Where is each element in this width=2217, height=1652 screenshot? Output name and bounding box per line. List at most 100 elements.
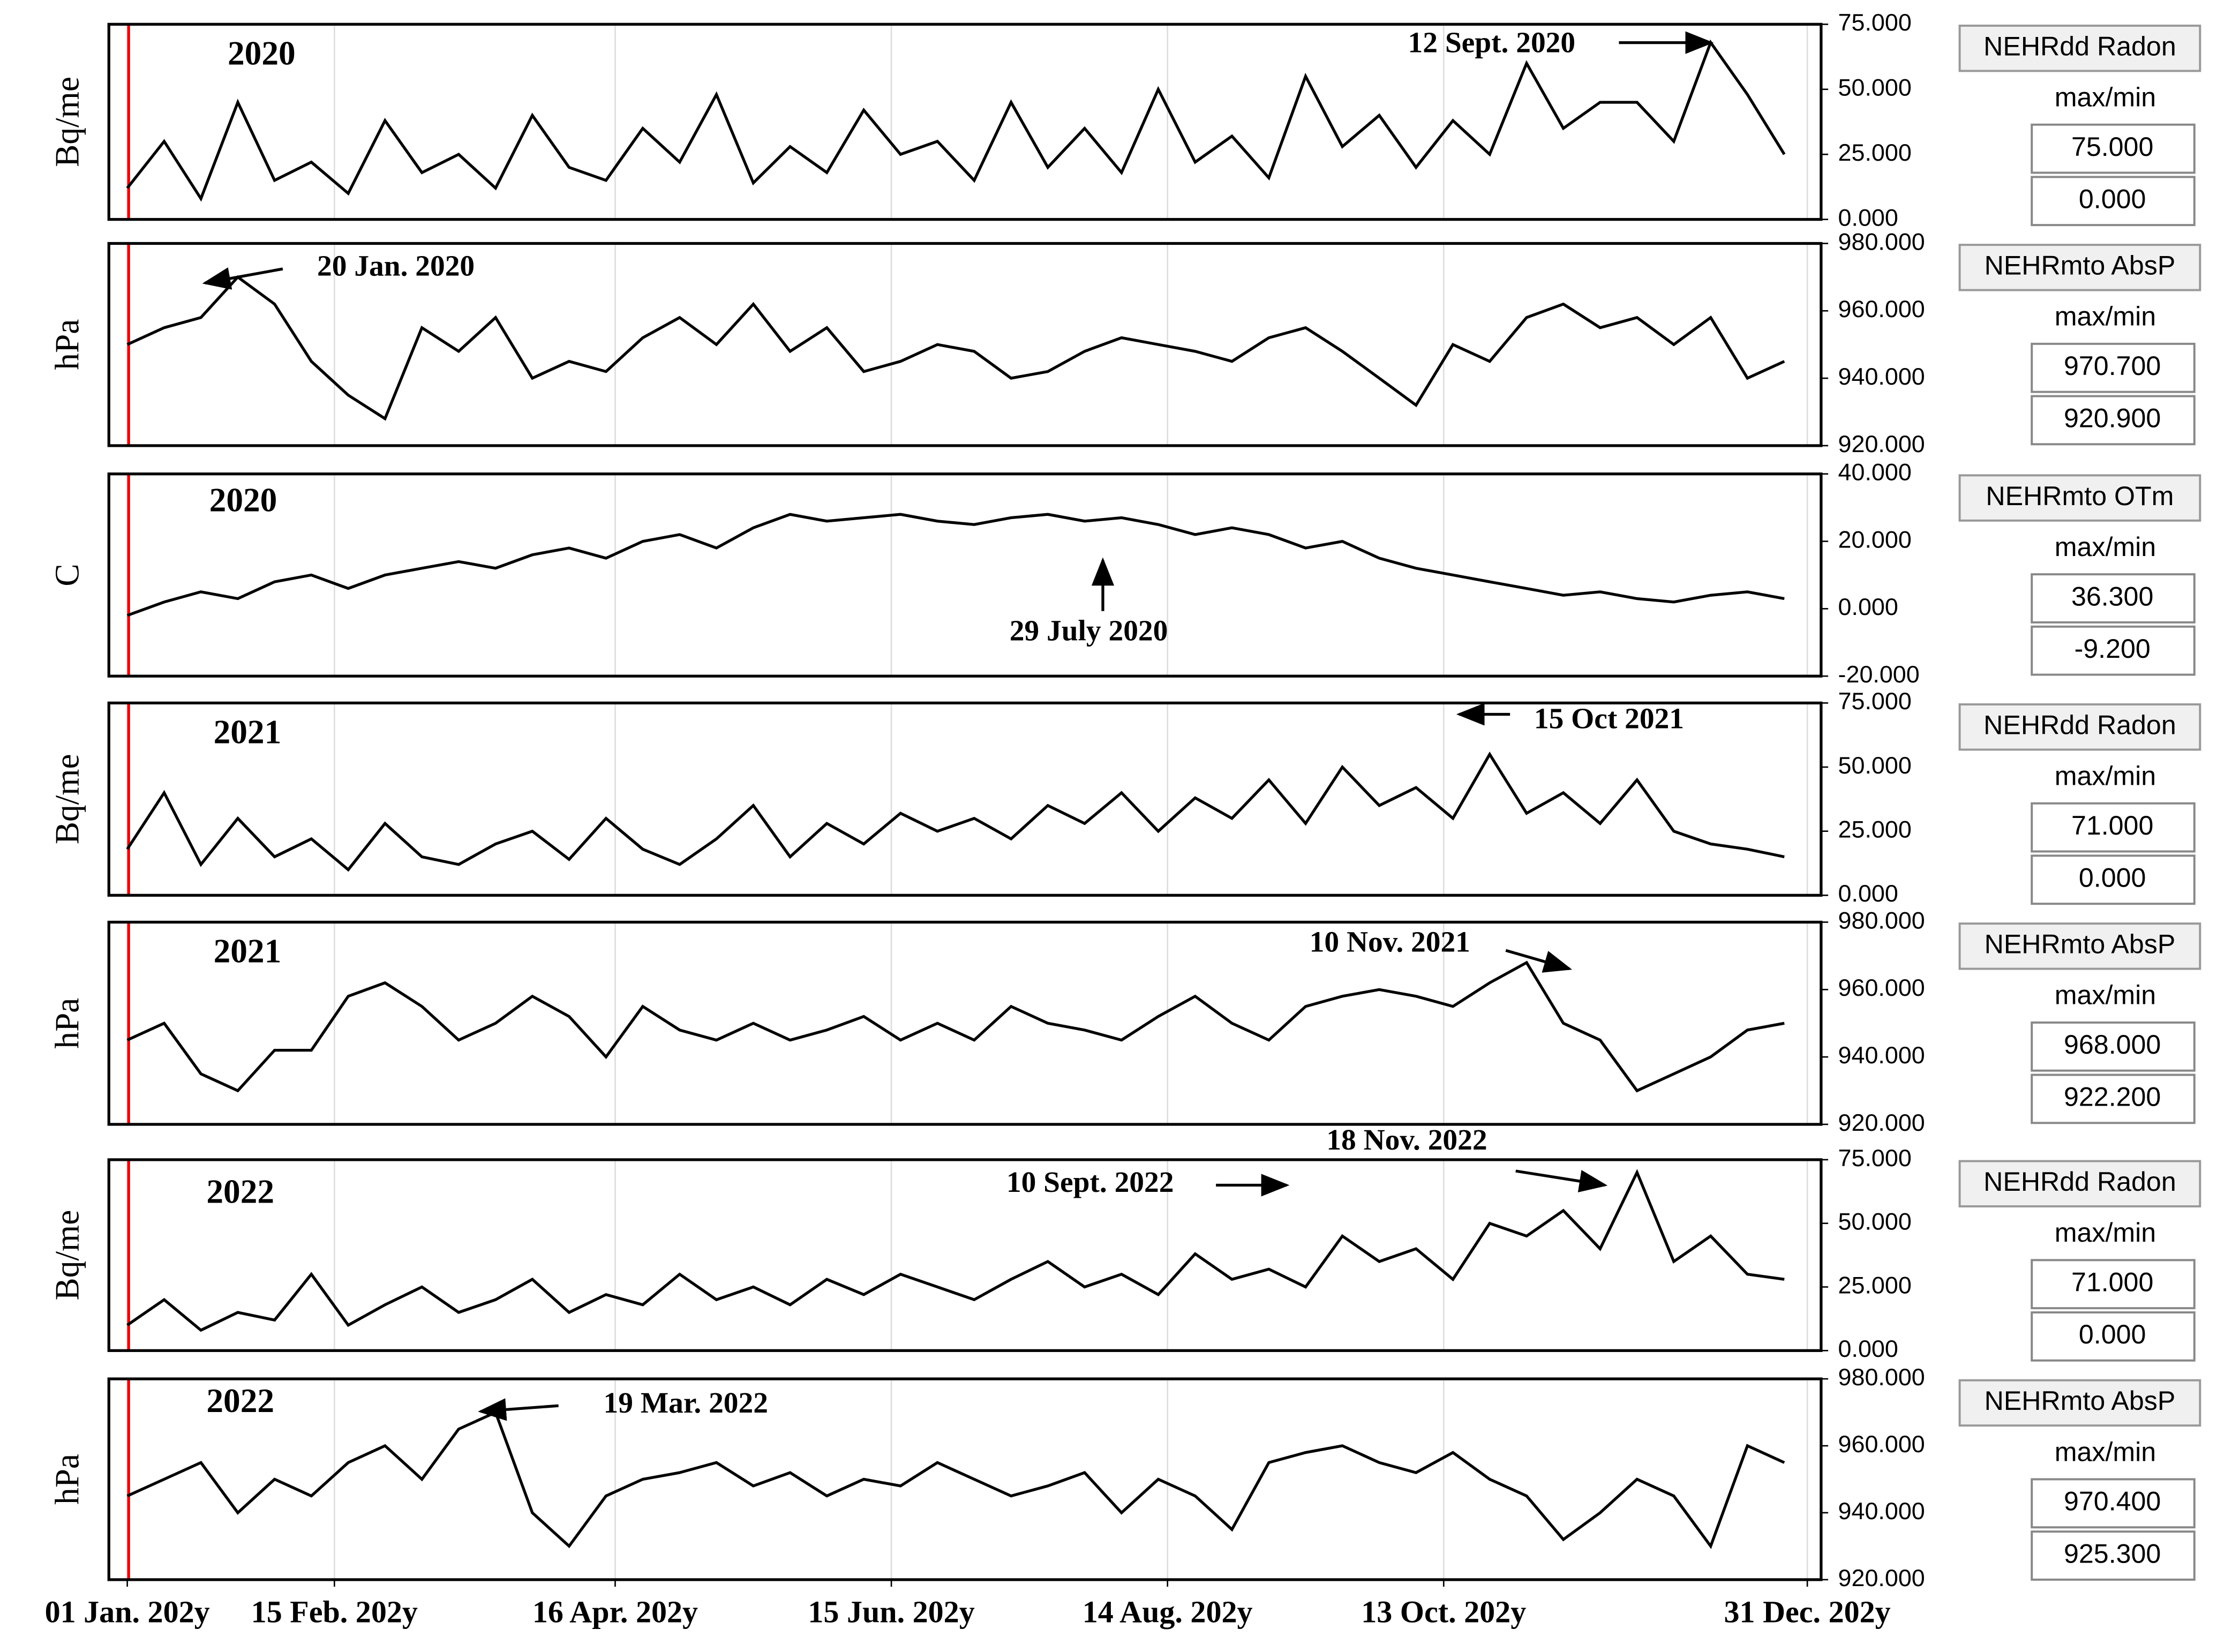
y-tick-label: 75.000: [1838, 687, 1912, 715]
name-text: NEHRdd Radon: [1983, 1167, 2176, 1197]
name-text: NEHRdd Radon: [1983, 710, 2176, 740]
caption-text: max/min: [2055, 761, 2156, 791]
min-text: 0.000: [2079, 1319, 2146, 1349]
y-tick-label: 25.000: [1838, 1271, 1912, 1298]
name-box: [1958, 24, 2201, 72]
min-box: [2031, 395, 2196, 446]
year-label: 2020: [228, 35, 296, 72]
y-tick-label: 960.000: [1838, 295, 1925, 322]
max-text: 71.000: [2071, 1267, 2153, 1297]
y-tick-label: 940.000: [1838, 363, 1925, 390]
max-box: [2031, 802, 2196, 853]
min-box: [2031, 854, 2196, 905]
plot-area: [109, 922, 1821, 1124]
annotation-arrow: [1515, 1169, 1608, 1192]
y-tick-label: -20.000: [1838, 660, 1920, 688]
y-tick-label: 75.000: [1838, 1144, 1912, 1172]
name-text: NEHRmto AbsP: [1985, 1386, 2176, 1416]
y-tick-label: 40.000: [1838, 459, 1912, 486]
x-tick-label: 01 Jan. 202y: [45, 1594, 210, 1629]
name-box: [1958, 1160, 2201, 1208]
y-axis-label: hPa: [49, 998, 86, 1049]
max-text: 968.000: [2064, 1030, 2161, 1060]
min-text: 920.900: [2064, 403, 2161, 433]
name-box: [1958, 922, 2201, 970]
plot-frame: [107, 1158, 1823, 1352]
year-label: 2021: [214, 714, 282, 751]
name-text: NEHRmto OTm: [1986, 481, 2174, 511]
y-tick-label: 25.000: [1838, 139, 1912, 166]
annotation: 20 Jan. 2020: [317, 250, 475, 282]
annotation-arrow: [202, 267, 283, 290]
data-line: [126, 1169, 1785, 1332]
annotation: 29 July 2020: [1010, 614, 1168, 647]
data-line: [126, 275, 1785, 421]
min-box: [2031, 1073, 2196, 1124]
min-box: [2031, 1311, 2196, 1362]
x-tick-label: 16 Apr. 202y: [532, 1594, 698, 1629]
y-axis-label: Bq/me: [49, 77, 86, 167]
annotation: 18 Nov. 2022: [1326, 1123, 1487, 1156]
y-axis-label: hPa: [49, 319, 86, 370]
min-text: -9.200: [2075, 634, 2151, 664]
min-text: 925.300: [2064, 1538, 2161, 1568]
max-text: 970.400: [2064, 1486, 2161, 1516]
min-text: 922.200: [2064, 1082, 2161, 1112]
y-tick-label: 25.000: [1838, 816, 1912, 843]
name-box: [1958, 1379, 2201, 1427]
caption-text: max/min: [2055, 1218, 2156, 1248]
plot-area: [109, 1159, 1821, 1351]
name-text: NEHRdd Radon: [1983, 31, 2176, 61]
plot-frame: [107, 472, 1823, 678]
plot-frame: [107, 22, 1823, 221]
name-box: [1958, 244, 2201, 291]
y-tick-label: 50.000: [1838, 74, 1912, 101]
annotation: 12 Sept. 2020: [1408, 26, 1576, 59]
data-line: [126, 39, 1786, 202]
y-tick-label: 50.000: [1838, 1208, 1912, 1235]
x-tick-label: 31 Dec. 202y: [1724, 1594, 1891, 1629]
y-tick-label: 960.000: [1838, 974, 1925, 1001]
y-tick-label: 940.000: [1838, 1041, 1925, 1069]
min-box: [2031, 1530, 2196, 1581]
y-tick-label: 75.000: [1838, 9, 1912, 36]
data-line: [126, 513, 1785, 617]
name-text: NEHRmto AbsP: [1985, 929, 2176, 959]
x-tick-label: 13 Oct. 202y: [1361, 1594, 1526, 1629]
min-box: [2031, 176, 2196, 227]
annotation-arrow: [1505, 949, 1573, 973]
y-tick-label: 920.000: [1838, 430, 1925, 457]
min-text: 0.000: [2079, 863, 2146, 893]
x-tick-label: 14 Aug. 202y: [1083, 1594, 1253, 1629]
plot-area: [109, 703, 1821, 896]
year-label: 2022: [206, 1173, 274, 1210]
name-box: [1958, 474, 2201, 522]
max-text: 970.700: [2064, 351, 2161, 381]
y-tick-label: 0.000: [1838, 1335, 1898, 1362]
max-text: 71.000: [2071, 810, 2153, 840]
y-tick-label: 50.000: [1838, 752, 1912, 779]
max-box: [2031, 573, 2196, 624]
y-tick-label: 980.000: [1838, 228, 1925, 255]
annotation: 19 Mar. 2022: [604, 1386, 768, 1419]
max-box: [2031, 1259, 2196, 1310]
caption-text: max/min: [2055, 532, 2156, 562]
plot-area: [109, 1379, 1821, 1580]
y-tick-label: 980.000: [1838, 906, 1925, 934]
max-text: 75.000: [2071, 132, 2153, 162]
caption-text: max/min: [2055, 82, 2156, 112]
annotation: 10 Nov. 2021: [1310, 925, 1470, 958]
data-line: [126, 1410, 1785, 1549]
year-label: 2020: [209, 482, 277, 519]
caption-text: max/min: [2055, 1437, 2156, 1467]
caption-text: max/min: [2055, 302, 2156, 332]
y-axis-label: Bq/me: [49, 1210, 86, 1301]
y-axis-label: hPa: [49, 1454, 86, 1505]
y-tick-label: 0.000: [1838, 593, 1898, 620]
y-axis-label: Bq/me: [49, 754, 86, 844]
max-box: [2031, 1478, 2196, 1529]
max-box: [2031, 342, 2196, 393]
data-line: [126, 960, 1785, 1093]
y-tick-label: 960.000: [1838, 1430, 1925, 1458]
plot-area: [109, 243, 1821, 446]
